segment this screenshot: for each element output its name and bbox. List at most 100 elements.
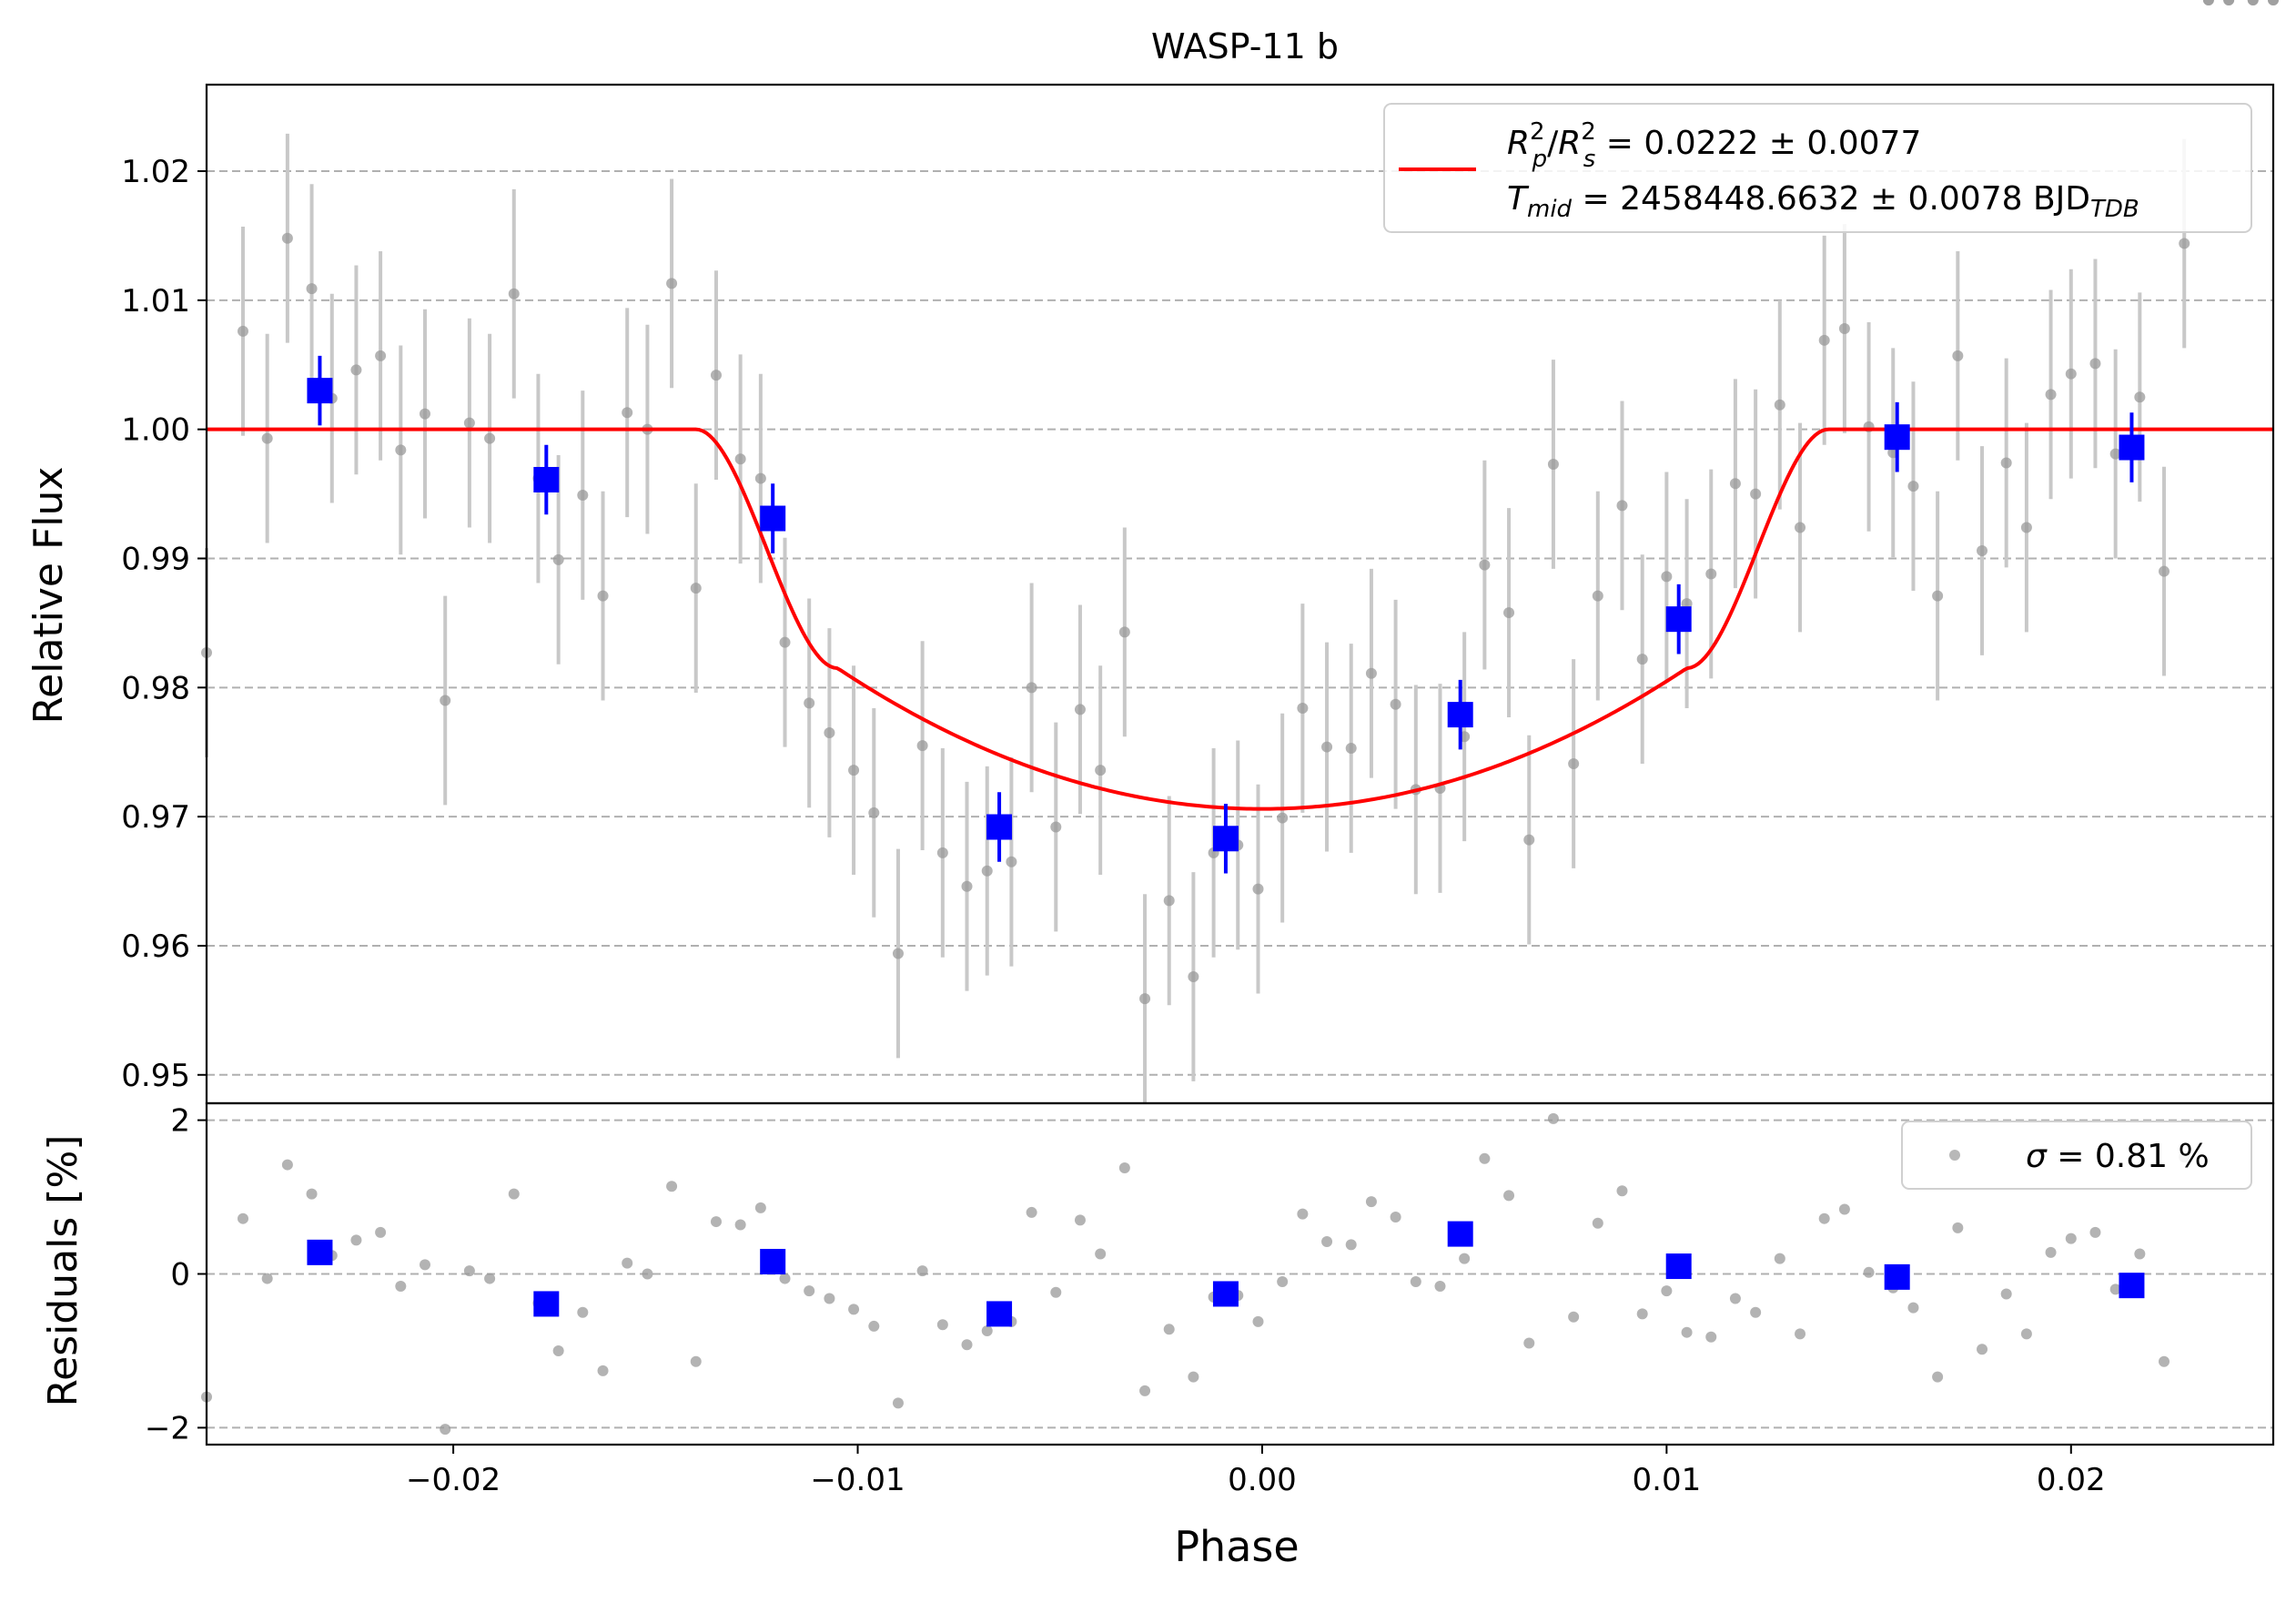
flux-y-tick-label: 1.01 [121, 283, 190, 320]
residual-raw-point [2223, 0, 2235, 5]
residual-raw-point [710, 1216, 722, 1228]
sigma-value: = 0.81 % [2047, 1138, 2210, 1175]
flux-raw-point [440, 695, 451, 706]
residual-raw-point [1636, 1308, 1648, 1320]
flux-raw-point [916, 740, 928, 752]
flux-binned-point [1884, 424, 1910, 451]
flux-raw-point [710, 370, 722, 381]
residual-raw-point [375, 1226, 387, 1238]
residuals-y-tick-label: 0 [170, 1257, 190, 1294]
flux-raw-point [306, 283, 318, 295]
residual-raw-point [1661, 1285, 1673, 1297]
flux-raw-point [1074, 704, 1086, 715]
flux-raw-point [2089, 358, 2101, 370]
x-tick-label: −0.02 [406, 1462, 501, 1498]
residual-raw-point [2202, 0, 2214, 5]
residuals-legend: σ = 0.81 % [1901, 1121, 2252, 1190]
residual-raw-point [1750, 1306, 1762, 1318]
residual-raw-point [1705, 1331, 1717, 1343]
chart-title: WASP-11 b [1151, 26, 1339, 66]
flux-raw-point [1774, 399, 1785, 411]
residual-raw-point [237, 1212, 248, 1224]
flux-raw-point [1139, 993, 1151, 1005]
residual-raw-point [508, 1188, 520, 1200]
flux-y-axis-label: Relative Flux [25, 467, 72, 725]
flux-raw-point [1818, 334, 1830, 346]
flux-binned-points [307, 355, 2145, 874]
flux-raw-point [666, 278, 678, 289]
residual-raw-point [1568, 1311, 1580, 1323]
rs-sub: s [1583, 146, 1596, 173]
flux-raw-point [1907, 481, 1919, 492]
residual-binned-point [307, 1239, 333, 1265]
flux-raw-point [350, 364, 362, 376]
flux-panel: 0.95 0.96 0.97 0.98 0.99 1.00 1.01 1.02 Relativ… [25, 0, 2279, 1105]
residual-raw-point [2109, 1283, 2121, 1295]
x-tick-label: 0.00 [1228, 1462, 1297, 1498]
flux-legend-depth-entry: R2 p/R2 s = 0.0222 ± 0.0077 [1507, 118, 1921, 173]
residuals-y-ticks: −2 0 2 [145, 1103, 207, 1446]
flux-raw-point [1592, 590, 1603, 602]
flux-raw-point [597, 590, 609, 602]
flux-legend-tmid-entry: Tmid = 2458448.6632 ± 0.0078 BJDTDB [1507, 180, 2139, 223]
residual-raw-point [1863, 1266, 1875, 1278]
residual-raw-point [2089, 1226, 2101, 1238]
residual-raw-point [1321, 1236, 1333, 1248]
flux-raw-point [1636, 654, 1648, 665]
flux-raw-point [734, 453, 746, 465]
residual-raw-point [1503, 1190, 1515, 1202]
flux-raw-point [1568, 758, 1580, 769]
flux-raw-point [1297, 703, 1309, 715]
residual-raw-point [597, 1365, 609, 1376]
flux-binned-point [1447, 702, 1473, 728]
residual-binned-point [2119, 1273, 2145, 1299]
flux-y-tick-label: 1.02 [121, 154, 190, 190]
flux-raw-point [936, 847, 948, 858]
residuals-raw-points [201, 0, 2279, 1436]
residual-raw-point [936, 1319, 948, 1331]
residual-raw-point [848, 1304, 860, 1315]
residual-raw-point [1547, 1112, 1559, 1124]
flux-raw-point [1932, 590, 1944, 602]
flux-raw-point [1977, 544, 1988, 556]
residual-raw-point [1729, 1293, 1741, 1304]
flux-legend: R2 p/R2 s = 0.0222 ± 0.0077 Tmid = 2458448… [1383, 103, 2252, 233]
residuals-legend-entry: σ = 0.81 % [2026, 1138, 2210, 1175]
x-axis-ticks: −0.02 −0.01 0.00 0.01 0.02 [406, 1445, 2106, 1498]
residuals-panel: −2 0 2 Residuals [%] σ = 0.81 % [40, 0, 2279, 1446]
residual-raw-point [1050, 1286, 1062, 1298]
flux-binned-point [1665, 606, 1692, 633]
residual-raw-point [1410, 1275, 1421, 1287]
residuals-legend-box [1901, 1121, 2252, 1190]
flux-raw-point [1006, 856, 1017, 867]
residual-raw-point [981, 1325, 993, 1336]
flux-raw-point [1118, 626, 1130, 638]
residual-raw-point [1774, 1253, 1785, 1264]
flux-raw-point [1095, 765, 1107, 776]
residual-raw-point [754, 1202, 766, 1213]
residual-binned-point [1884, 1263, 1910, 1290]
flux-raw-point [395, 444, 407, 456]
residual-raw-point [1297, 1208, 1309, 1220]
flux-raw-point [779, 636, 791, 648]
residual-raw-point [622, 1257, 633, 1269]
residual-raw-point [395, 1281, 407, 1293]
flux-y-tick-label: 0.98 [121, 670, 190, 706]
transit-model-line [207, 427, 2273, 811]
flux-raw-point [552, 553, 564, 565]
flux-raw-point [1252, 883, 1264, 895]
flux-raw-point [1838, 323, 1850, 335]
flux-y-tick-label: 0.95 [121, 1058, 190, 1094]
flux-raw-point [1050, 821, 1062, 833]
residual-raw-point [1188, 1371, 1199, 1383]
flux-raw-point [2065, 368, 2077, 380]
residual-raw-point [1095, 1248, 1107, 1260]
rs-sup: 2 [1581, 118, 1596, 146]
residual-raw-point [1252, 1315, 1264, 1327]
tmid-symbol: T [1507, 180, 1530, 218]
residual-raw-point [779, 1273, 791, 1284]
sigma-symbol: σ [2026, 1138, 2048, 1175]
residuals-y-tick-label: −2 [145, 1410, 190, 1446]
residual-raw-point [552, 1344, 564, 1356]
flux-raw-point [1616, 500, 1628, 512]
